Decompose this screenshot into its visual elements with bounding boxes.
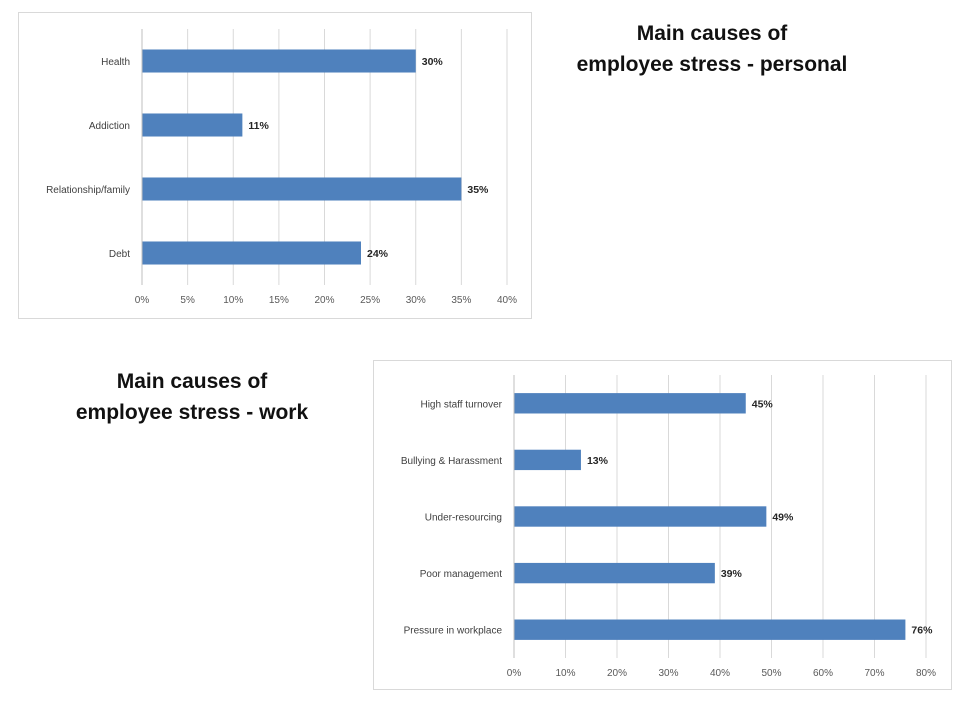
chart-personal-x-tick-label: 40%: [497, 295, 517, 306]
chart-work-x-tick-label: 40%: [710, 668, 730, 679]
chart-personal-x-tick-label: 0%: [135, 295, 150, 306]
chart-personal-x-tick-label: 30%: [406, 295, 426, 306]
chart-work-data-label: 39%: [721, 568, 743, 580]
chart-personal-title-line-2: employee stress - personal: [576, 53, 848, 76]
chart-work-category-label: Under-resourcing: [425, 513, 502, 524]
chart-work-x-tick-label: 10%: [555, 668, 575, 679]
chart-work-data-label: 76%: [911, 625, 933, 637]
chart-work-x-tick-label: 50%: [761, 668, 781, 679]
chart-personal-bar: [142, 113, 243, 137]
chart-work-x-tick-label: 60%: [813, 668, 833, 679]
chart-work-bar: [514, 393, 746, 414]
chart-work-data-label: 45%: [752, 398, 774, 410]
chart-work-data-label: 13%: [587, 455, 609, 467]
chart-personal-data-label: 11%: [248, 120, 269, 132]
chart-work-x-tick-label: 70%: [864, 668, 884, 679]
chart-work-x-tick-label: 0%: [507, 668, 522, 679]
chart-work-category-label: Poor management: [420, 569, 502, 580]
chart-personal-x-tick-label: 25%: [360, 295, 380, 306]
chart-personal-x-tick-label: 5%: [180, 295, 195, 306]
chart-personal-title: Main causes of employee stress - persona…: [552, 18, 872, 80]
chart-personal: 0% 5% 10% 15% 20% 25% 30% 35% 40% Health 30% Addict…: [18, 12, 532, 319]
chart-work-title-line-1: Main causes of: [116, 370, 268, 393]
chart-personal-x-tick-label: 10%: [223, 295, 243, 306]
chart-work-category-label: High staff turnover: [420, 399, 502, 410]
chart-personal-bar: [142, 49, 416, 73]
chart-personal-data-label: 24%: [367, 248, 389, 260]
chart-personal-category-label: Relationship/family: [46, 185, 130, 196]
chart-personal-category-label: Debt: [109, 249, 130, 260]
chart-personal-category-label: Addiction: [89, 121, 130, 132]
chart-personal-x-tick-label: 20%: [314, 295, 334, 306]
chart-personal-x-tick-label: 35%: [451, 295, 471, 306]
chart-personal-data-label: 35%: [467, 184, 489, 196]
chart-personal-plot: 0% 5% 10% 15% 20% 25% 30% 35% 40% Health 30% Addict…: [46, 29, 517, 306]
chart-work-category-label: Bullying & Harassment: [401, 456, 502, 467]
chart-work-bar: [514, 449, 581, 471]
chart-work-bar: [514, 619, 906, 640]
chart-work-x-tick-label: 30%: [658, 668, 678, 679]
chart-work-x-tick-label: 20%: [607, 668, 627, 679]
chart-personal-data-label: 30%: [422, 56, 444, 68]
chart-work-data-label: 49%: [772, 512, 794, 524]
chart-personal-bar: [142, 177, 462, 201]
chart-work-title-line-2: employee stress - work: [75, 401, 309, 424]
chart-work-plot: 0% 10% 20% 30% 40% 50% 60% 70% 80% High staff tur…: [401, 375, 936, 679]
chart-work: 0% 10% 20% 30% 40% 50% 60% 70% 80% High staff tur…: [373, 360, 952, 690]
chart-personal-title-line-1: Main causes of: [636, 22, 788, 45]
chart-work-x-tick-label: 80%: [916, 668, 936, 679]
chart-work-bar: [514, 562, 715, 584]
chart-work-bar: [514, 506, 767, 527]
chart-work-category-label: Pressure in workplace: [404, 626, 503, 637]
chart-personal-category-label: Health: [101, 57, 130, 68]
chart-work-title: Main causes of employee stress - work: [42, 366, 342, 428]
chart-personal-x-tick-label: 15%: [269, 295, 289, 306]
chart-personal-bar: [142, 241, 361, 265]
